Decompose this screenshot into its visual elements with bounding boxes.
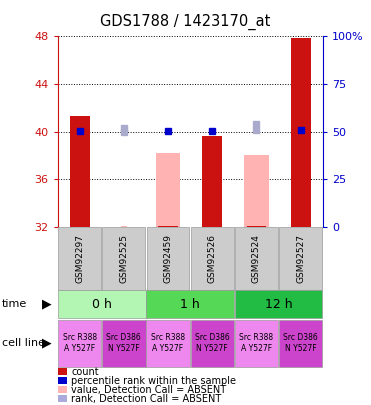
Text: ▶: ▶	[42, 298, 51, 311]
Text: ▶: ▶	[42, 337, 51, 350]
Bar	[291, 38, 311, 227]
Bar	[156, 153, 180, 227]
Bar	[70, 116, 89, 227]
Text: GSM92297: GSM92297	[75, 234, 84, 283]
Text: GSM92459: GSM92459	[164, 234, 173, 283]
Text: Src D386
N Y527F: Src D386 N Y527F	[283, 333, 318, 353]
Text: GSM92527: GSM92527	[296, 234, 305, 283]
Text: count: count	[71, 367, 99, 377]
Text: GSM92526: GSM92526	[208, 234, 217, 283]
Text: value, Detection Call = ABSENT: value, Detection Call = ABSENT	[71, 385, 226, 394]
Text: time: time	[2, 299, 27, 309]
Text: cell line: cell line	[2, 338, 45, 348]
Text: 0 h: 0 h	[92, 298, 112, 311]
Text: Src R388
A Y527F: Src R388 A Y527F	[151, 333, 185, 353]
Text: 12 h: 12 h	[265, 298, 292, 311]
Text: GSM92524: GSM92524	[252, 234, 261, 283]
Text: Src R388
A Y527F: Src R388 A Y527F	[63, 333, 97, 353]
Bar	[244, 156, 269, 227]
Text: percentile rank within the sample: percentile rank within the sample	[71, 376, 236, 386]
Text: 1 h: 1 h	[180, 298, 200, 311]
Text: Src D386
N Y527F: Src D386 N Y527F	[195, 333, 230, 353]
Bar	[121, 226, 127, 227]
Bar	[158, 226, 178, 227]
Text: Src D386
N Y527F: Src D386 N Y527F	[106, 333, 141, 353]
Bar	[202, 136, 222, 227]
Text: Src R388
A Y527F: Src R388 A Y527F	[239, 333, 273, 353]
Text: rank, Detection Call = ABSENT: rank, Detection Call = ABSENT	[71, 394, 221, 403]
Text: GDS1788 / 1423170_at: GDS1788 / 1423170_at	[100, 14, 271, 30]
Text: GSM92525: GSM92525	[119, 234, 128, 283]
Bar	[246, 226, 266, 227]
